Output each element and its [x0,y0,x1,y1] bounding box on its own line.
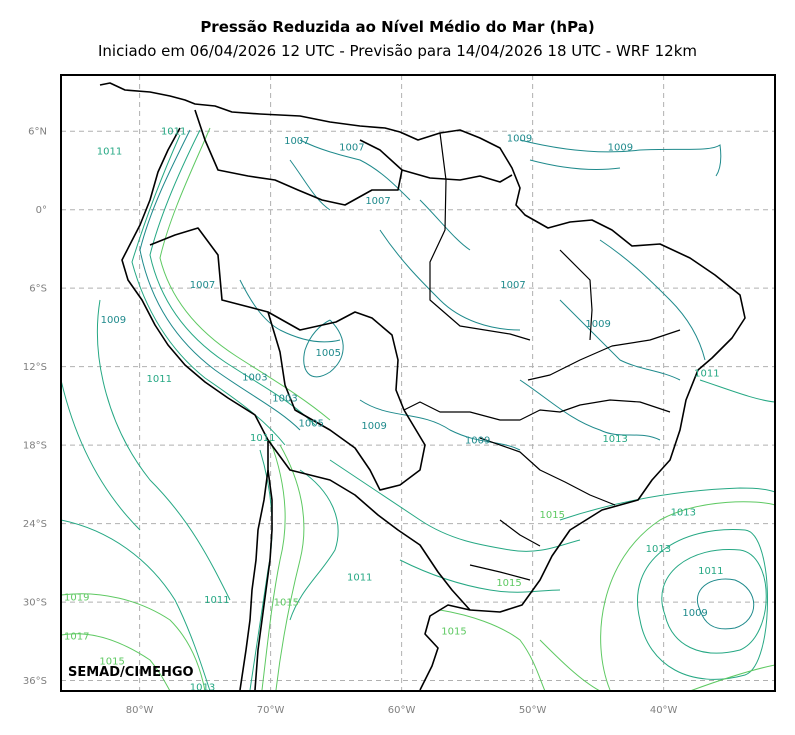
border-brazil-states [403,132,681,581]
isobar-label: 1015 [496,578,521,589]
lat-tick-label: 0° [36,205,47,216]
isobar-label: 1013 [671,507,696,518]
isobar-contour [637,529,768,680]
isobar-contour [689,664,775,691]
lat-tick-label: 18°S [23,441,47,452]
isobar-contour [61,379,141,531]
credit-label: SEMAD/CIMEHGO [68,665,194,680]
isobar-contour [379,229,521,331]
isobar-label: 1007 [339,142,364,153]
isobar-label: 1015 [441,626,466,637]
isobar-label: 1011 [698,566,723,577]
isobar-contour [261,439,286,691]
isobar-contour [131,134,286,446]
isobar-contour [159,127,331,421]
isobar-label: 1007 [500,280,525,291]
lon-tick-label: 70°W [257,705,285,716]
isobar-label: 1005 [316,348,341,359]
isobar-contour [359,399,521,451]
lon-tick-label: 80°W [126,705,154,716]
lon-tick-label: 40°W [650,705,678,716]
isobar-label: 1013 [646,544,671,555]
map-frame [60,74,776,692]
map-subtitle: Iniciado em 06/04/2026 12 UTC - Previsão… [97,42,698,60]
isobar-contour [299,139,411,201]
gridlines [61,75,775,691]
map-area: 1011 1007 1007 1009 1009 1011 1007 1007 1009 1007… [61,82,775,694]
border-bolivia [267,311,426,491]
isobar-contour [289,159,331,211]
map-title: Pressão Reduzida ao Nível Médio do Mar (… [200,18,595,36]
lon-tick-label: 60°W [388,705,416,716]
isobar-label: 1011 [147,374,172,385]
lon-tick-label: 50°W [519,705,547,716]
lat-tick-label: 24°S [23,519,47,530]
border-colombia-venezuela [194,109,403,206]
isobar-label: 1009 [101,315,126,326]
border-guianas [401,169,513,183]
isobar-label: 1013 [602,434,627,445]
coastline-pacific [121,127,269,691]
isobar-contour [519,139,722,177]
isobar-contour [661,548,767,654]
isobar-label: 1013 [190,683,215,694]
isobar-label: 1009 [465,435,490,446]
lat-tick-label: 36°S [23,676,47,687]
isobar-contour [699,379,775,403]
isobar-contour [419,199,471,251]
isobar-label: 1009 [682,608,707,619]
border-peru-brazil [149,227,405,411]
lat-tick-label: 6°N [28,127,47,138]
isobar-label: 1007 [284,136,309,147]
isobar-label: 1011 [250,433,275,444]
isobar-label: 1009 [585,319,610,330]
isobar-contour [399,559,561,593]
lat-tick-label: 6°S [29,284,47,295]
isobar-contour [599,239,706,361]
lat-tick-label: 30°S [23,598,47,609]
isobar-label: 1011 [161,127,186,138]
isobar-contour [97,299,231,601]
isobar-label: 1011 [347,573,372,584]
isobar-contour [559,487,775,521]
isobar-label: 1009 [507,133,532,144]
isobar-contour [139,129,301,431]
isobar-contour [697,578,755,630]
isobar-label: 1009 [608,142,633,153]
isobar-label: 1011 [204,595,229,606]
isobar-contour [519,379,661,441]
isobar-label: 1007 [365,196,390,207]
isobar-label: 1019 [64,592,89,603]
isobar-label: 1017 [64,632,89,643]
isobar-contour [539,639,601,691]
isobar-contour [61,593,206,691]
border-chile-argentina [254,469,273,691]
isobar-contour [239,279,341,343]
isobar-label: 1007 [190,280,215,291]
coastline-south-america [99,82,746,691]
isobar-label: 1009 [361,421,386,432]
border-paraguay-argentina [267,439,471,611]
isobar-label: 1015 [99,656,124,667]
isobar-label: 1015 [274,598,299,609]
isobar-label: 1015 [540,510,565,521]
isobar-contour [61,633,171,691]
isobar-label: 1003 [242,373,267,384]
isobar-contour [149,129,316,426]
isobar-label: 1011 [694,369,719,380]
isobar-contour [529,159,621,171]
isobar-label: 1011 [97,146,122,157]
isobar-contour [559,299,681,381]
isobar-contour [275,444,305,691]
isobar-label: 1005 [299,418,324,429]
isobar-contour [303,319,344,378]
lat-tick-label: 12°S [23,362,47,373]
isobar-label: 1003 [272,394,297,405]
isobar-contour [61,519,211,691]
isobar-contour [329,459,581,552]
isobar-contour [439,609,546,691]
isobar-contour [600,501,775,691]
isobar-contour [289,469,339,621]
